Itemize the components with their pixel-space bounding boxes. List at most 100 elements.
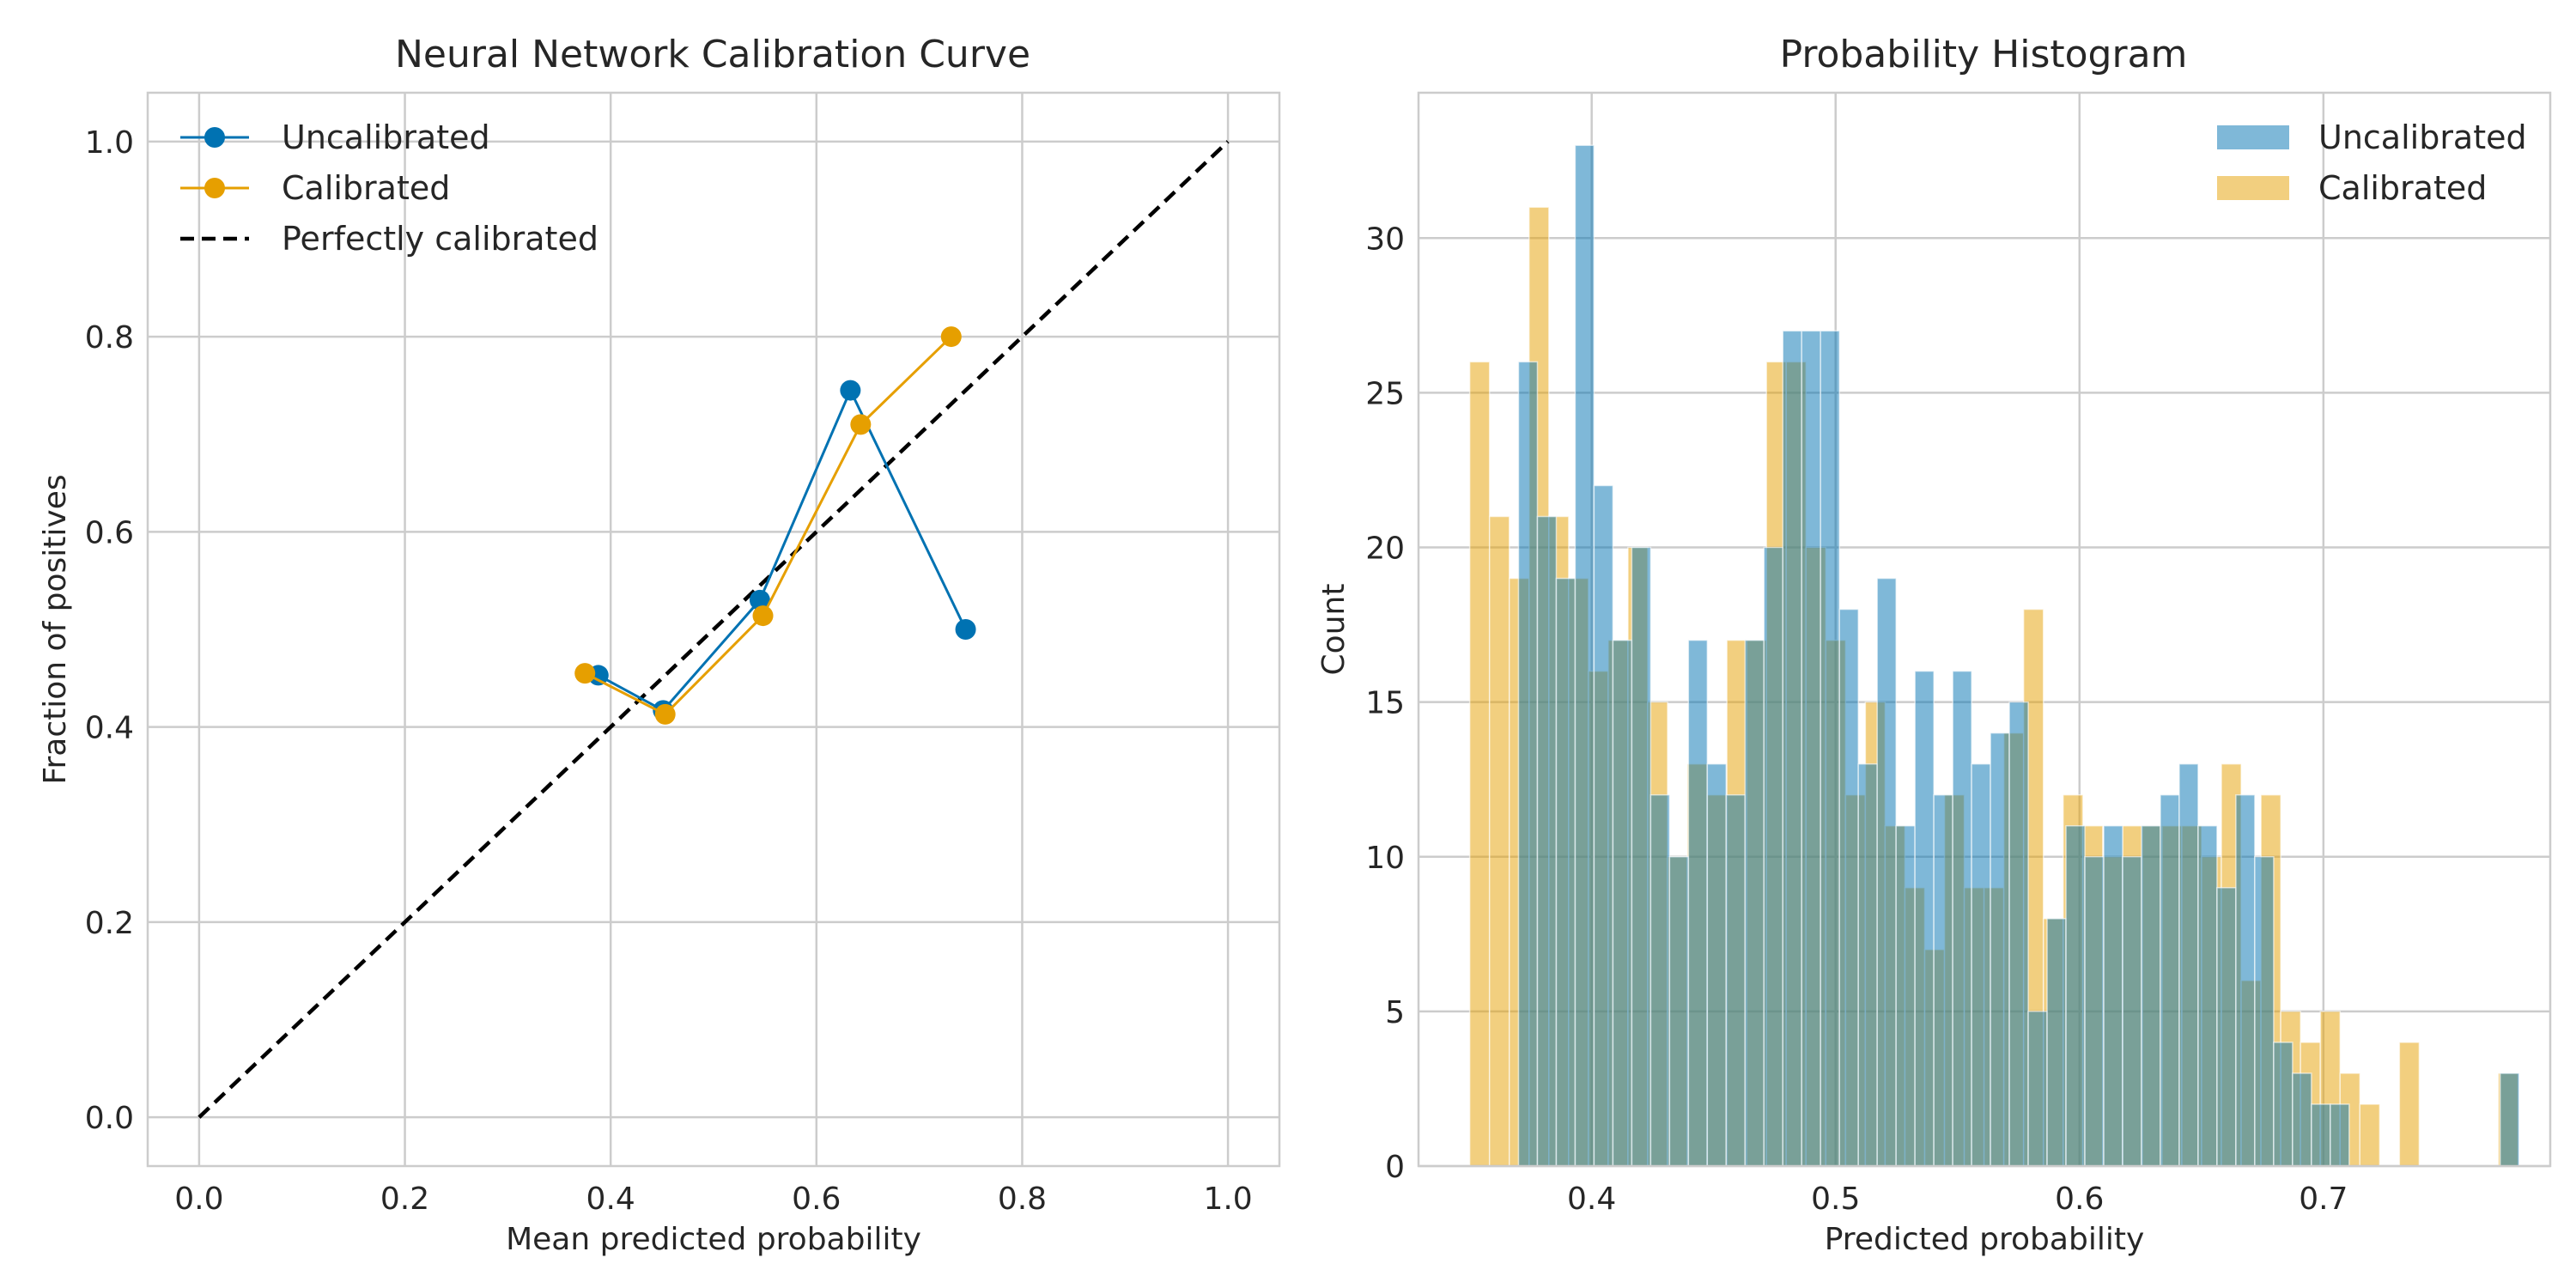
calibration-xtick-label: 1.0 — [1203, 1182, 1252, 1217]
calibrated-point — [940, 326, 962, 348]
histogram-xtick-label: 0.4 — [1567, 1182, 1616, 1217]
uncalibrated-bar — [2499, 1072, 2520, 1167]
histogram-ytick-label: 20 — [1365, 532, 1405, 567]
histogram-xtick-label: 0.5 — [1811, 1182, 1860, 1217]
histogram-xtick-label: 0.7 — [2299, 1182, 2348, 1217]
legend-perfectly-calibrated-label: Perfectly calibrated — [282, 220, 598, 258]
uncalibrated-bar — [1574, 144, 1595, 1167]
calibration-xtick-label: 0.0 — [174, 1182, 223, 1217]
calibrated-bar — [2398, 1042, 2421, 1167]
calibration-plot-frame — [146, 91, 1281, 1168]
calibration-ytick-label: 1.0 — [85, 125, 134, 161]
calibration-curve-panel: Neural Network Calibration Curve 0.0 0.2 0… — [38, 33, 1281, 1257]
uncalibrated-bar — [1801, 330, 1821, 1167]
calibration-grid — [148, 93, 1279, 1166]
uncalibrated-bar — [1952, 670, 1972, 1167]
uncalibrated-bar — [2027, 1011, 2048, 1167]
calibration-series — [197, 140, 1230, 1119]
legend-uncalibrated-marker — [204, 127, 225, 148]
uncalibrated-bar — [2141, 824, 2161, 1167]
calibrated-point — [752, 605, 774, 627]
uncalibrated-bar — [1706, 762, 1728, 1167]
uncalibrated-bar — [2046, 918, 2067, 1167]
histogram-panel: Probability Histogram 0.4 0.5 0.6 0.7 0 5 10 15… — [1316, 33, 2552, 1257]
calibrated-point — [850, 414, 872, 435]
legend-uncalibrated-swatch — [2217, 125, 2289, 149]
legend-calibrated-swatch — [2217, 176, 2289, 200]
calibration-xlabel: Mean predicted probability — [506, 1222, 921, 1257]
uncalibrated-bar — [1933, 793, 1953, 1167]
calibration-xtick-label: 0.2 — [380, 1182, 429, 1217]
calibration-xtick-label: 0.8 — [998, 1182, 1047, 1217]
legend-calibrated-label: Calibrated — [282, 169, 450, 207]
histogram-ytick-label: 5 — [1385, 995, 1405, 1030]
uncalibrated-bar — [1838, 608, 1859, 1167]
uncalibrated-bar — [1744, 639, 1765, 1167]
uncalibrated-bar — [2197, 824, 2218, 1167]
histogram-xtick-label: 0.6 — [2055, 1182, 2104, 1217]
uncalibrated-bar — [1782, 330, 1802, 1167]
uncalibrated-point — [840, 380, 861, 401]
histogram-ytick-label: 30 — [1365, 222, 1405, 257]
uncalibrated-bar — [1593, 484, 1614, 1167]
legend-calibrated-marker — [204, 178, 225, 198]
uncalibrated-line — [598, 386, 967, 713]
histogram-ytick-label: 25 — [1365, 376, 1405, 411]
calibration-xtick-label: 0.6 — [792, 1182, 841, 1217]
uncalibrated-bar — [1971, 762, 1991, 1167]
uncalibrated-bar — [1990, 732, 2010, 1167]
uncalibrated-bar — [2084, 856, 2105, 1167]
uncalibrated-bar — [2160, 793, 2180, 1167]
uncalibrated-bar — [2103, 824, 2123, 1167]
calibration-ytick-label: 0.6 — [85, 515, 134, 550]
histogram-title: Probability Histogram — [1780, 33, 2188, 76]
uncalibrated-bar — [2216, 887, 2237, 1167]
calibration-ytick-label: 0.8 — [85, 320, 134, 355]
calibration-ytick-label: 0.4 — [85, 711, 134, 746]
uncalibrated-bar — [1876, 577, 1897, 1167]
histogram-ylabel: Count — [1316, 584, 1352, 676]
uncalibrated-bar — [2254, 856, 2275, 1167]
uncalibrated-bar — [2008, 701, 2029, 1167]
histogram-ytick-label: 10 — [1365, 841, 1405, 876]
uncalibrated-bar — [2330, 1103, 2350, 1167]
uncalibrated-bar — [2235, 793, 2256, 1167]
uncalibrated-bar — [1631, 546, 1652, 1167]
histogram-ticks: 0.4 0.5 0.6 0.7 0 5 10 15 20 25 30 — [1365, 222, 2348, 1217]
histogram-ytick-label: 15 — [1365, 686, 1405, 721]
histogram-bars — [1468, 144, 2520, 1167]
uncalibrated-bar — [1555, 577, 1577, 1167]
uncalibrated-bar — [1649, 793, 1671, 1167]
calibrated-point — [654, 703, 676, 725]
uncalibrated-bar — [1820, 330, 1840, 1167]
uncalibrated-point — [955, 619, 976, 640]
legend-calibrated-label: Calibrated — [2318, 169, 2487, 207]
uncalibrated-point — [749, 589, 770, 611]
uncalibrated-bar — [1725, 793, 1747, 1167]
calibrated-line — [584, 336, 952, 716]
uncalibrated-bar — [2122, 856, 2142, 1167]
calibration-ylabel: Fraction of positives — [38, 474, 73, 784]
uncalibrated-bar — [2273, 1042, 2293, 1167]
uncalibrated-bar — [1687, 639, 1709, 1167]
calibration-legend: Uncalibrated Calibrated Perfectly calibrat… — [180, 118, 598, 258]
histogram-legend: Uncalibrated Calibrated — [2217, 118, 2527, 207]
uncalibrated-bar — [1517, 361, 1539, 1167]
uncalibrated-bar — [1895, 824, 1916, 1167]
uncalibrated-bar — [1536, 515, 1558, 1167]
uncalibrated-bar — [1914, 670, 1935, 1167]
uncalibrated-bar — [1857, 762, 1878, 1167]
perfect-calibration-line — [197, 140, 1230, 1119]
legend-uncalibrated-label: Uncalibrated — [282, 118, 490, 156]
calibrated-bar — [1468, 361, 1491, 1167]
calibrated-bar — [2359, 1103, 2381, 1167]
calibration-ticks: 0.0 0.2 0.4 0.6 0.8 1.0 0.0 0.2 0.4 0.6 0.8 1.0 — [85, 125, 1253, 1217]
uncalibrated-bar — [1668, 856, 1690, 1167]
calibrated-point — [574, 663, 596, 684]
calibration-xtick-label: 0.4 — [586, 1182, 635, 1217]
calibration-ytick-label: 0.2 — [85, 906, 134, 941]
histogram-ytick-label: 0 — [1385, 1150, 1405, 1185]
uncalibrated-bar — [2311, 1103, 2331, 1167]
uncalibrated-bar — [2292, 1072, 2312, 1167]
calibration-ytick-label: 0.0 — [85, 1101, 134, 1136]
